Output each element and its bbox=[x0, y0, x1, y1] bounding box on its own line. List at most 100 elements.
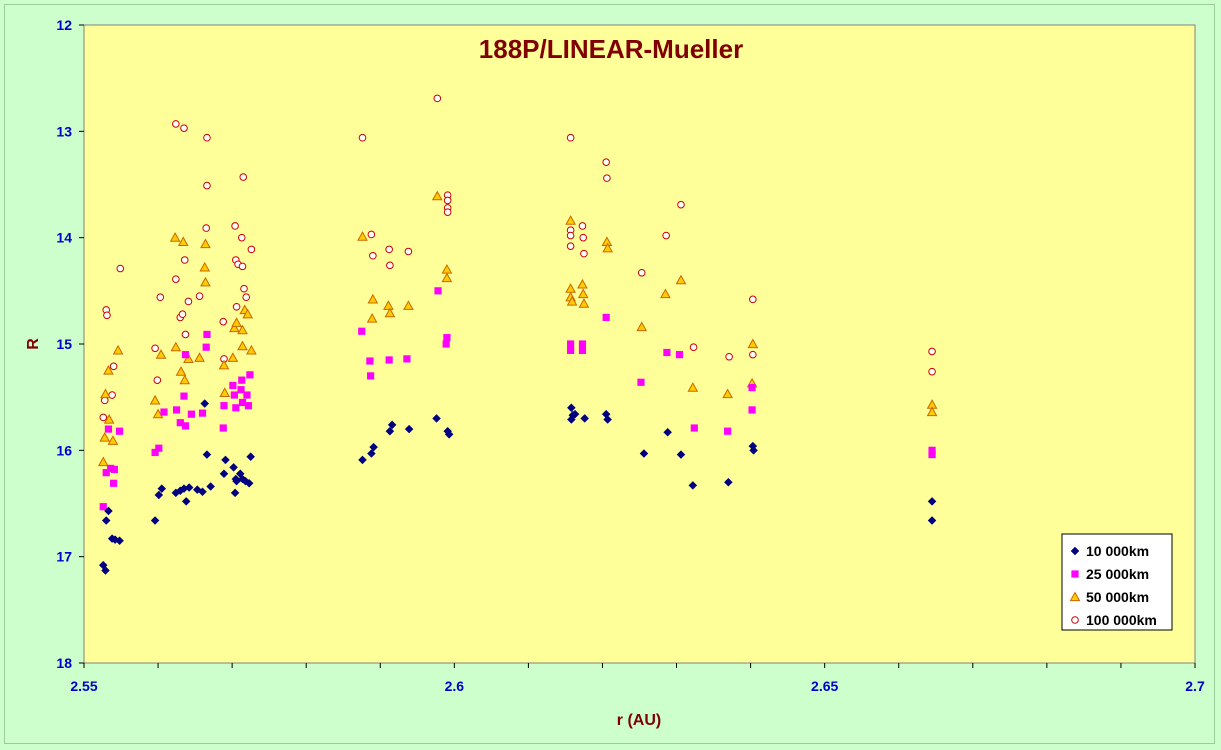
data-point bbox=[748, 406, 756, 414]
data-point bbox=[153, 376, 162, 384]
data-point bbox=[577, 288, 589, 299]
x-tick-label: 2.7 bbox=[1185, 678, 1205, 694]
data-point bbox=[725, 352, 733, 361]
data-point bbox=[198, 409, 207, 417]
data-point bbox=[443, 196, 452, 205]
data-point bbox=[219, 469, 229, 479]
data-point bbox=[238, 376, 246, 384]
legend-label: 25 000km bbox=[1086, 566, 1149, 582]
data-point bbox=[179, 374, 191, 385]
data-point bbox=[195, 292, 204, 300]
legend-marker bbox=[1070, 546, 1080, 556]
legend-label: 10 000km bbox=[1086, 543, 1149, 559]
x-tick-label: 2.6 bbox=[445, 678, 465, 694]
data-point bbox=[237, 233, 246, 242]
data-point bbox=[232, 404, 240, 412]
data-point bbox=[602, 242, 614, 253]
data-point bbox=[660, 288, 671, 299]
data-point bbox=[103, 365, 114, 375]
data-point bbox=[203, 330, 211, 339]
y-tick-label: 16 bbox=[56, 442, 72, 458]
data-point bbox=[149, 394, 161, 405]
data-point bbox=[443, 334, 451, 342]
data-point bbox=[690, 424, 698, 432]
data-point bbox=[97, 456, 109, 467]
data-point bbox=[115, 536, 124, 546]
data-point bbox=[221, 455, 230, 465]
data-point bbox=[444, 430, 454, 439]
data-point bbox=[176, 419, 184, 427]
data-point bbox=[104, 506, 113, 516]
data-point bbox=[178, 310, 187, 319]
data-point bbox=[748, 383, 756, 392]
data-point bbox=[369, 251, 377, 260]
data-point bbox=[567, 346, 575, 354]
data-point bbox=[242, 293, 251, 302]
data-point bbox=[246, 371, 254, 379]
data-point bbox=[404, 247, 413, 256]
data-point bbox=[369, 442, 378, 452]
data-point bbox=[367, 230, 376, 239]
data-point bbox=[928, 446, 936, 454]
data-point bbox=[237, 324, 248, 335]
data-point bbox=[219, 317, 228, 326]
legend: 10 000km 25 000km 50 000km 100 000km bbox=[1061, 533, 1173, 631]
data-point bbox=[367, 293, 379, 304]
data-point bbox=[200, 399, 210, 408]
data-point bbox=[675, 351, 684, 359]
data-point bbox=[565, 215, 576, 225]
data-point bbox=[169, 232, 181, 242]
data-point bbox=[662, 231, 670, 240]
legend-label: 100 000km bbox=[1086, 612, 1157, 628]
y-tick-label: 12 bbox=[56, 17, 72, 33]
data-point bbox=[636, 321, 648, 332]
series-50-000km bbox=[97, 190, 938, 467]
data-point bbox=[384, 307, 396, 318]
data-point bbox=[170, 341, 182, 352]
data-point bbox=[602, 313, 610, 322]
data-point bbox=[180, 124, 188, 132]
data-point bbox=[103, 311, 111, 320]
data-point bbox=[229, 322, 240, 333]
data-point bbox=[580, 414, 590, 423]
data-point bbox=[110, 479, 118, 487]
y-tick-label: 15 bbox=[56, 336, 72, 352]
data-point bbox=[229, 462, 238, 472]
data-point bbox=[100, 388, 111, 399]
data-point bbox=[160, 408, 168, 416]
data-point bbox=[203, 133, 211, 142]
data-point bbox=[172, 120, 180, 128]
data-point bbox=[578, 298, 590, 308]
data-point bbox=[578, 346, 587, 354]
data-point bbox=[577, 278, 588, 289]
x-tick-label: 2.65 bbox=[811, 678, 838, 694]
data-point bbox=[155, 349, 167, 359]
series-10-000km bbox=[98, 399, 937, 575]
data-point bbox=[110, 465, 118, 474]
data-point bbox=[157, 484, 167, 493]
data-point bbox=[637, 378, 645, 386]
data-point bbox=[219, 387, 231, 398]
data-point bbox=[239, 173, 248, 181]
data-point bbox=[107, 464, 115, 473]
data-point bbox=[385, 245, 393, 254]
data-point bbox=[101, 566, 110, 575]
data-point bbox=[928, 450, 936, 459]
data-point bbox=[181, 330, 190, 339]
data-point bbox=[112, 344, 124, 355]
data-point bbox=[749, 445, 758, 455]
data-point bbox=[926, 406, 938, 417]
y-tick-label: 18 bbox=[56, 655, 72, 671]
data-point bbox=[246, 344, 257, 355]
legend-label: 50 000km bbox=[1086, 589, 1149, 605]
data-point bbox=[431, 190, 443, 201]
data-point bbox=[175, 366, 187, 376]
data-point bbox=[676, 450, 686, 459]
data-point bbox=[102, 469, 110, 477]
data-point bbox=[724, 427, 732, 435]
data-point bbox=[242, 308, 254, 319]
legend-box bbox=[1061, 533, 1173, 631]
data-point bbox=[232, 302, 241, 311]
data-point bbox=[151, 344, 159, 353]
data-point bbox=[229, 381, 237, 390]
